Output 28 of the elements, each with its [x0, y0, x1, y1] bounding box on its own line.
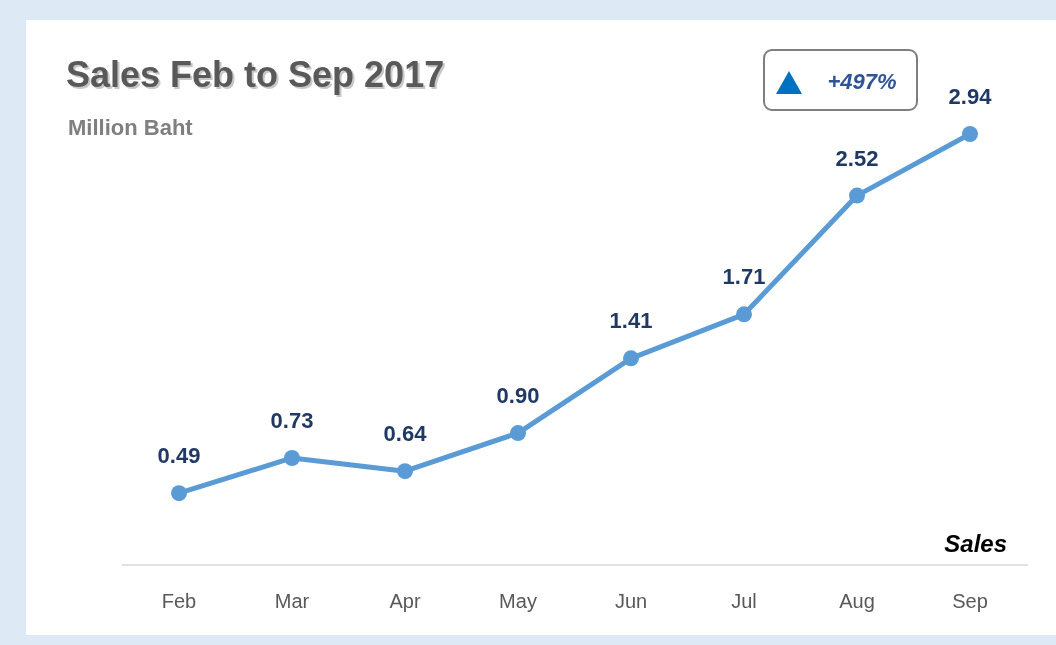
x-tick-label: Aug	[839, 590, 875, 612]
data-label: 1.41	[609, 308, 653, 334]
data-label: 0.73	[270, 407, 314, 433]
text: Sales	[944, 530, 1007, 557]
point	[171, 485, 187, 502]
point	[284, 449, 300, 466]
data-label: 0.90	[496, 383, 540, 409]
data-label: 0.49	[157, 443, 201, 469]
x-tick-label: Jun	[614, 590, 648, 612]
data-label: 0.64	[383, 421, 428, 447]
point	[736, 306, 752, 323]
x-tick-label: Apr	[389, 590, 421, 612]
x-tick-label: May	[499, 590, 537, 612]
x-tick-label: Jul	[731, 590, 757, 612]
point	[962, 126, 978, 142]
x-tick-label: Sep	[952, 590, 988, 612]
point	[397, 463, 413, 480]
point	[623, 350, 639, 367]
text: +497%	[827, 69, 897, 94]
data-label: 2.52	[835, 145, 879, 171]
x-tick-label: Feb	[161, 590, 197, 612]
data-label: 2.94	[948, 84, 993, 109]
x-tick-label: Mar	[274, 590, 310, 612]
chart-title: Sales Feb to Sep 2017	[68, 56, 447, 97]
data-label: 1.71	[722, 264, 766, 290]
chart-subtitle: Million Baht	[68, 115, 194, 140]
point	[849, 187, 865, 204]
point	[510, 425, 526, 442]
